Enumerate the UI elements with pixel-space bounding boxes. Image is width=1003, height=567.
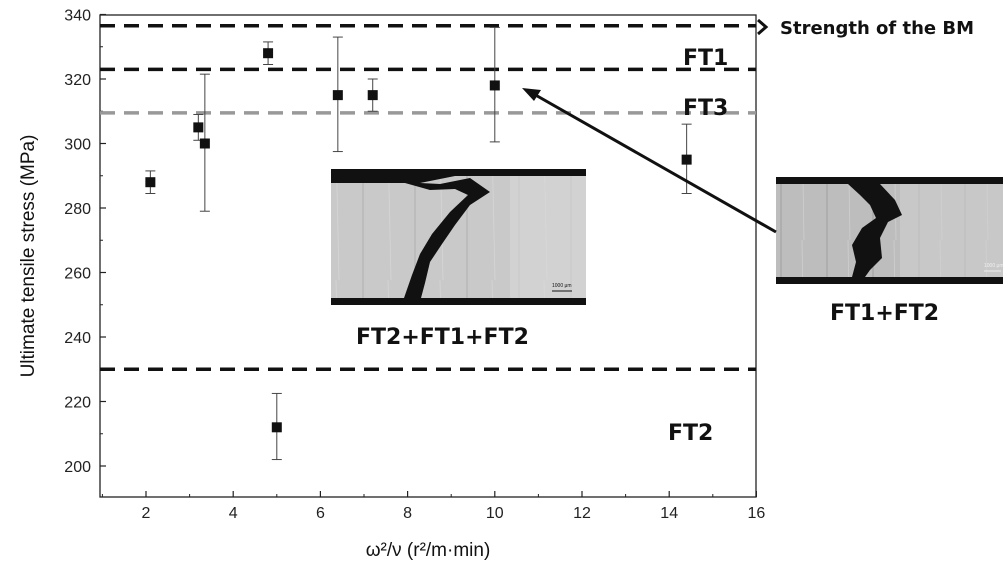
micrograph-ft1-ft2: 1000 μm — [776, 177, 1003, 284]
data-point — [145, 177, 156, 188]
data-point — [367, 90, 378, 101]
y-axis-ticks: 200 220 240 260 280 300 320 340 — [64, 8, 106, 476]
data-point — [681, 154, 692, 165]
plot-frame — [99, 14, 757, 498]
data-point — [271, 422, 282, 433]
x-tick-label: 14 — [660, 505, 678, 522]
annotation-arrow-icon — [522, 88, 777, 234]
data-point — [193, 122, 204, 133]
y-tick-label: 220 — [64, 395, 91, 412]
x-tick-label: 6 — [316, 505, 325, 522]
y-tick-label: 280 — [64, 201, 91, 218]
x-tick-label: 8 — [403, 505, 412, 522]
svg-text:1000 μm: 1000 μm — [552, 283, 572, 289]
x-tick-label: 4 — [229, 505, 238, 522]
micrograph-ft2-ft1-ft2: 1000 μm — [331, 169, 586, 305]
region-label-ft3: FT3 — [683, 96, 728, 121]
y-axis-title: Ultimate tensile stress (MPa) — [18, 135, 39, 378]
x-tick-label: 16 — [748, 505, 766, 522]
y-tick-label: 200 — [64, 459, 91, 476]
data-point — [199, 138, 210, 149]
y-tick-label: 260 — [64, 266, 91, 283]
strength-label: Strength of the BM — [780, 18, 974, 39]
x-tick-label: 10 — [486, 505, 504, 522]
region-label-ft1: FT1 — [683, 46, 728, 71]
y-tick-label: 320 — [64, 72, 91, 89]
data-point — [263, 48, 274, 59]
x-tick-label: 12 — [573, 505, 591, 522]
svg-text:1000 μm: 1000 μm — [984, 263, 1003, 269]
x-axis-title: ω²/ν (r²/m·min) — [366, 540, 491, 561]
data-point — [332, 90, 343, 101]
micrograph-caption-2: FT1+FT2 — [830, 301, 939, 326]
x-axis-ticks: 2 4 6 8 10 12 14 16 — [101, 491, 766, 522]
x-tick-label: 2 — [142, 505, 151, 522]
y-tick-label: 300 — [64, 137, 91, 154]
region-label-ft2: FT2 — [668, 421, 713, 446]
y-tick-label: 240 — [64, 330, 91, 347]
data-point — [489, 80, 500, 91]
y-tick-label: 340 — [64, 8, 91, 25]
strength-arrow-icon — [757, 18, 769, 36]
micrograph-caption-1: FT2+FT1+FT2 — [356, 325, 529, 350]
reference-lines — [100, 24, 756, 371]
